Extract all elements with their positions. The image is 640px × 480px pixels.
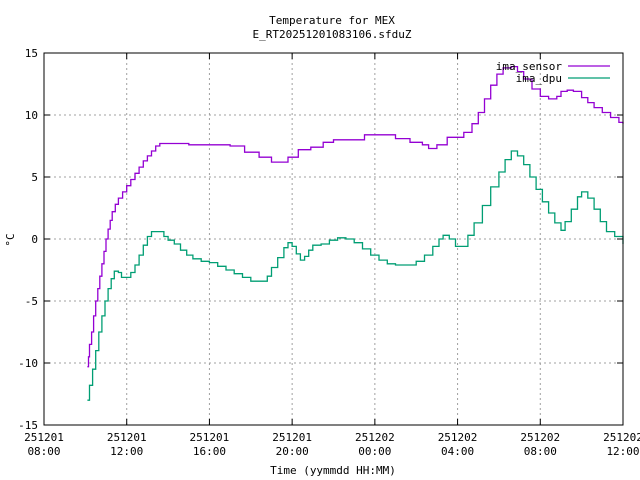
y-tick-label: 15	[25, 47, 38, 60]
x-tick-date-label: 251202	[438, 431, 478, 444]
x-tick-time-label: 12:00	[110, 445, 143, 458]
y-tick-label: -10	[18, 357, 38, 370]
legend-label: ima_sensor	[496, 60, 563, 73]
x-tick-time-label: 16:00	[193, 445, 226, 458]
x-tick-time-label: 00:00	[358, 445, 391, 458]
x-tick-date-label: 251202	[520, 431, 560, 444]
grid	[44, 53, 623, 425]
series-line-ima_dpu	[87, 150, 624, 401]
x-tick-time-label: 08:00	[524, 445, 557, 458]
chart-title: Temperature for MEX	[269, 14, 395, 27]
y-tick-label: 5	[31, 171, 38, 184]
x-tick-date-label: 251202	[355, 431, 395, 444]
y-axis: 15 10 5 0 -5 -10 -15	[18, 47, 623, 432]
y-tick-label: 0	[31, 233, 38, 246]
x-tick-time-label: 08:00	[27, 445, 60, 458]
y-axis-label: °C	[4, 233, 17, 246]
y-tick-label: -15	[18, 419, 38, 432]
x-tick-time-label: 04:00	[441, 445, 474, 458]
series-line-ima_sensor	[87, 65, 624, 368]
chart-subtitle: E_RT20251201083106.sfduZ	[253, 28, 412, 41]
x-tick-time-label: 20:00	[276, 445, 309, 458]
x-axis-label: Time (yymmdd HH:MM)	[270, 464, 396, 477]
legend-label: ima_dpu	[516, 72, 562, 85]
x-tick-date-label: 251201	[24, 431, 64, 444]
x-tick-date-label: 251201	[107, 431, 147, 444]
series-layer	[87, 65, 624, 401]
x-tick-date-label: 251201	[272, 431, 312, 444]
x-tick-date-label: 251201	[190, 431, 230, 444]
x-tick-date-label: 251202	[603, 431, 640, 444]
x-axis: 25120108:0025120112:0025120116:002512012…	[24, 53, 640, 458]
x-tick-time-label: 12:00	[606, 445, 639, 458]
y-tick-label: -5	[25, 295, 38, 308]
y-tick-label: 10	[25, 109, 38, 122]
